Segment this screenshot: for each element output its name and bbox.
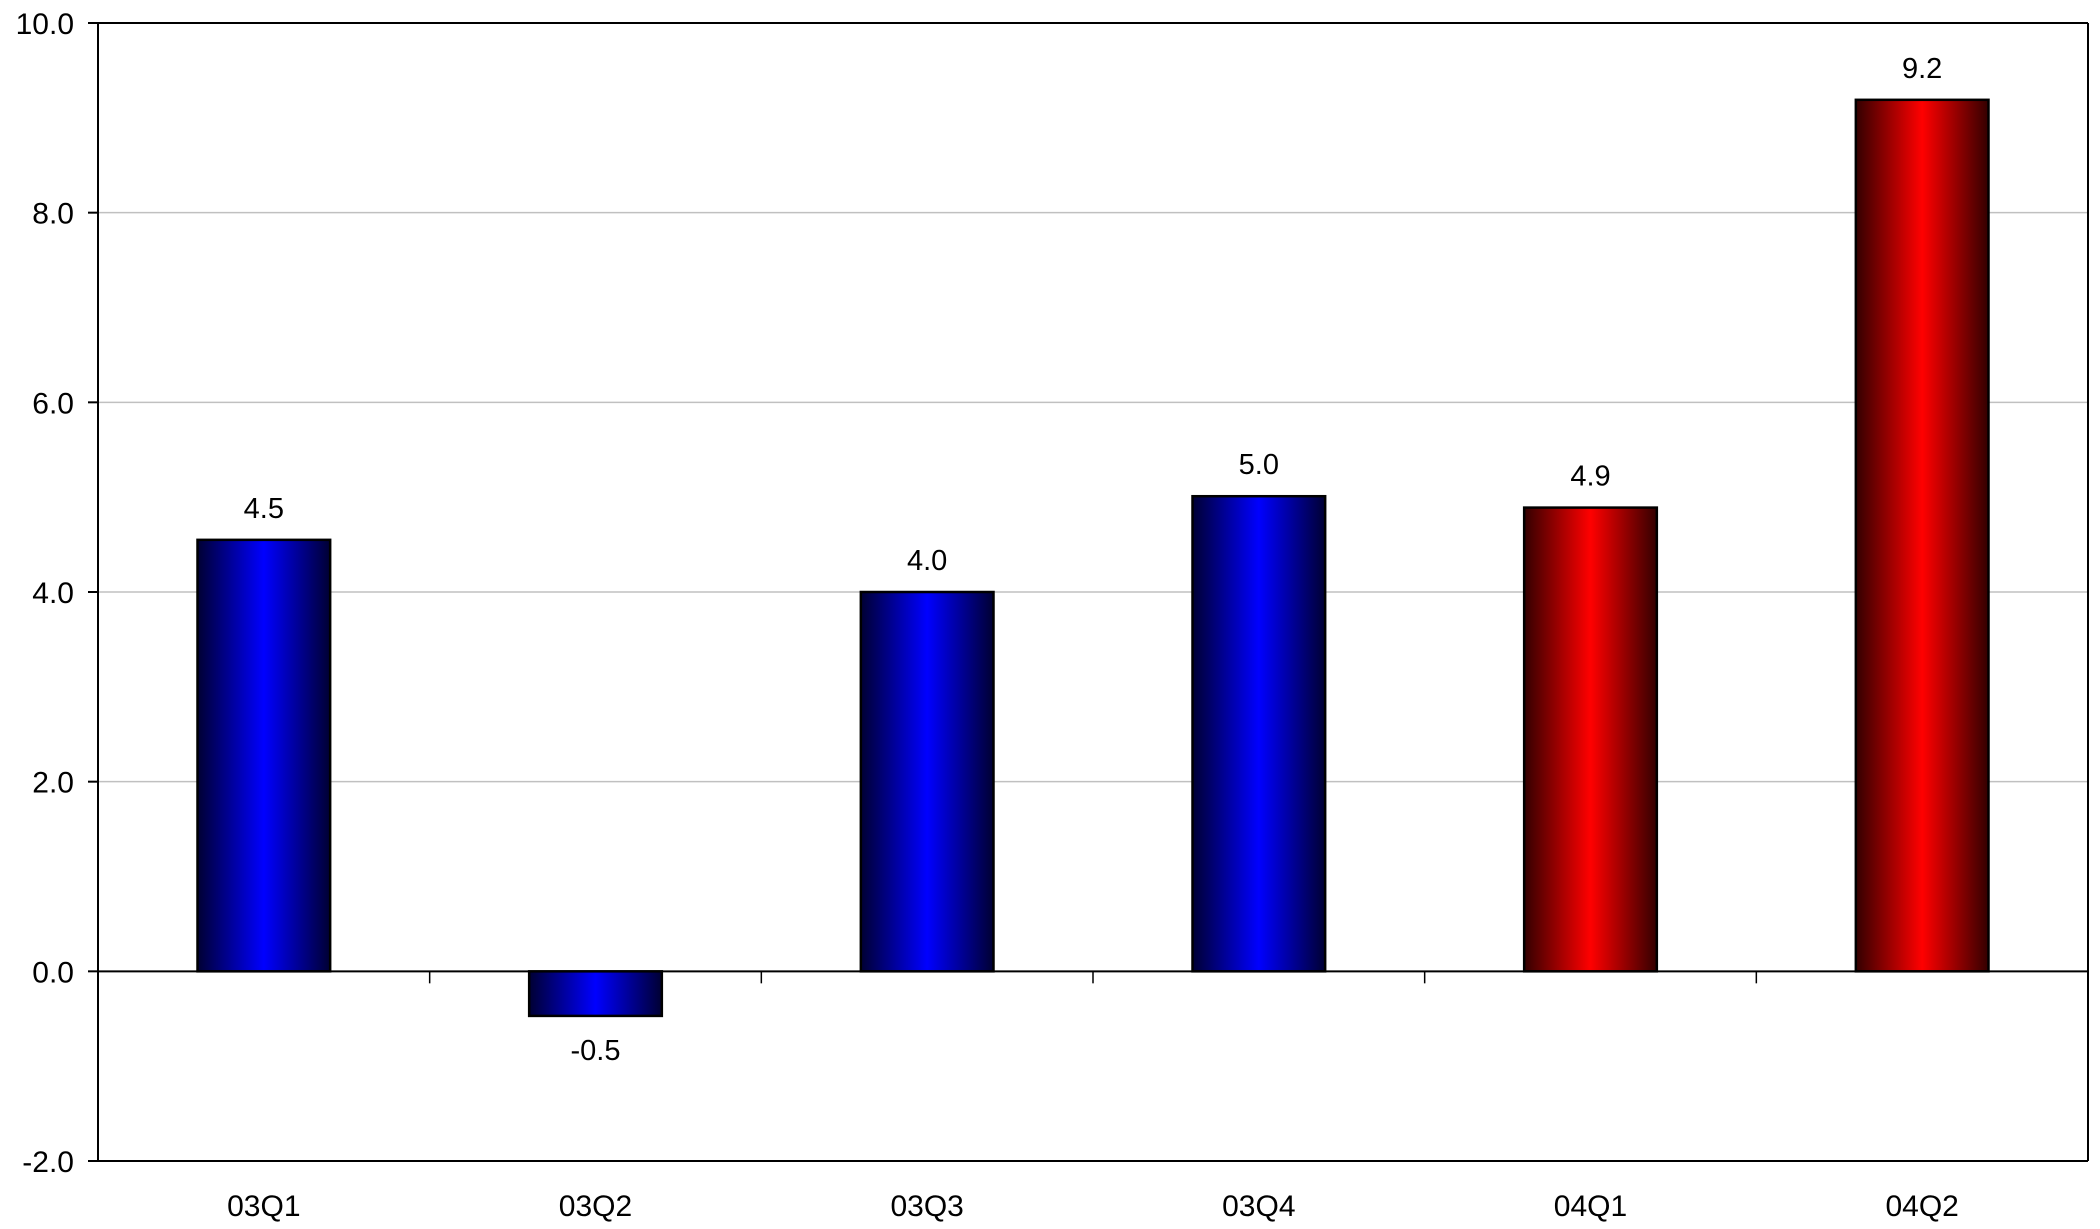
data-label: -0.5 [571, 1035, 621, 1067]
labels: 4.5 03Q1 -0.5 03Q2 4.0 03Q3 5.0 03Q4 4.9 04Q1 9.2 0… [16, 8, 1959, 1223]
gridlines [98, 22, 2088, 783]
x-tick-label: 03Q3 [890, 1190, 963, 1223]
x-tick-label: 04Q1 [1554, 1190, 1627, 1223]
y-tick-label: 4.0 [32, 577, 74, 610]
x-tick-label: 03Q1 [227, 1190, 300, 1223]
y-tick-label: 0.0 [32, 956, 74, 989]
bar-04Q2 [1854, 98, 1990, 973]
x-tick-label: 04Q2 [1885, 1190, 1958, 1223]
bar-03Q1 [196, 538, 332, 973]
x-tick-label: 03Q4 [1222, 1190, 1295, 1223]
y-tick-label: 2.0 [32, 767, 74, 800]
y-tick-label: 10.0 [16, 8, 74, 41]
y-tick-label: 6.0 [32, 387, 74, 420]
data-label: 5.0 [1239, 449, 1279, 481]
bar-04Q1 [1522, 506, 1659, 973]
x-tick-label: 03Q2 [559, 1190, 632, 1223]
y-tick-label: 8.0 [32, 198, 74, 231]
data-label: 4.5 [244, 493, 284, 525]
bar-03Q2 [527, 970, 664, 1018]
data-label: 9.2 [1902, 53, 1942, 85]
data-label: 4.0 [907, 545, 947, 577]
bar-03Q4 [1191, 494, 1327, 973]
axes [88, 22, 2089, 1162]
bars [196, 98, 1990, 1018]
y-tick-label: -2.0 [22, 1146, 74, 1179]
bar-03Q3 [859, 590, 995, 973]
data-label: 4.9 [1570, 461, 1610, 493]
